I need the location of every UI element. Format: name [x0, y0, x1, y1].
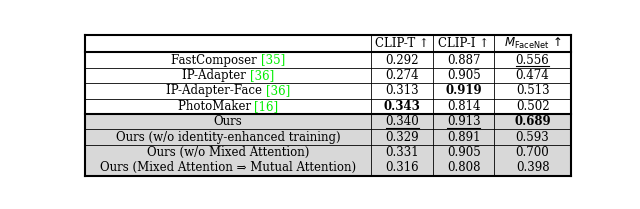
Bar	[84, 114, 572, 129]
Bar	[84, 68, 572, 83]
Text: CLIP-T ↑: CLIP-T ↑	[376, 37, 429, 50]
Text: 0.292: 0.292	[386, 54, 419, 67]
Text: IP-Adapter: IP-Adapter	[182, 69, 250, 82]
Text: Ours: Ours	[214, 115, 243, 128]
Text: 0.474: 0.474	[516, 69, 550, 82]
Text: [36]: [36]	[266, 84, 290, 97]
Bar	[84, 83, 572, 99]
Text: 0.905: 0.905	[447, 146, 481, 159]
Bar	[84, 36, 572, 52]
Text: 0.398: 0.398	[516, 161, 549, 175]
Text: 0.329: 0.329	[385, 131, 419, 144]
Text: 0.891: 0.891	[447, 131, 481, 144]
Text: Ours (Mixed Attention ⇒ Mutual Attention): Ours (Mixed Attention ⇒ Mutual Attention…	[100, 161, 356, 175]
Text: 0.331: 0.331	[385, 146, 419, 159]
Bar	[84, 145, 572, 160]
Bar	[84, 160, 572, 176]
Bar	[84, 99, 572, 114]
Text: 0.274: 0.274	[385, 69, 419, 82]
Text: 0.316: 0.316	[385, 161, 419, 175]
Text: Ours (w/o identity-enhanced training): Ours (w/o identity-enhanced training)	[116, 131, 340, 144]
Text: 0.700: 0.700	[516, 146, 550, 159]
Text: [16]: [16]	[254, 100, 278, 113]
Text: 0.919: 0.919	[445, 84, 482, 97]
Bar	[84, 129, 572, 145]
Text: 0.513: 0.513	[516, 84, 549, 97]
Text: 0.905: 0.905	[447, 69, 481, 82]
Text: 0.593: 0.593	[516, 131, 550, 144]
Text: 0.887: 0.887	[447, 54, 481, 67]
Text: 0.313: 0.313	[385, 84, 419, 97]
Text: $M_{\rm FaceNet}$ ↑: $M_{\rm FaceNet}$ ↑	[504, 36, 561, 51]
Text: Ours (w/o Mixed Attention): Ours (w/o Mixed Attention)	[147, 146, 309, 159]
Bar	[84, 52, 572, 68]
Text: 0.808: 0.808	[447, 161, 481, 175]
Text: 0.814: 0.814	[447, 100, 481, 113]
Text: 0.343: 0.343	[384, 100, 421, 113]
Text: FastComposer: FastComposer	[171, 54, 260, 67]
Text: 0.556: 0.556	[516, 54, 550, 67]
Text: 0.913: 0.913	[447, 115, 481, 128]
Text: IP-Adapter-Face: IP-Adapter-Face	[166, 84, 266, 97]
Text: PhotoMaker: PhotoMaker	[177, 100, 255, 113]
Text: 0.340: 0.340	[385, 115, 419, 128]
Text: 0.689: 0.689	[515, 115, 551, 128]
Text: [36]: [36]	[250, 69, 274, 82]
Text: CLIP-I ↑: CLIP-I ↑	[438, 37, 489, 50]
Text: 0.502: 0.502	[516, 100, 549, 113]
Text: [35]: [35]	[260, 54, 285, 67]
